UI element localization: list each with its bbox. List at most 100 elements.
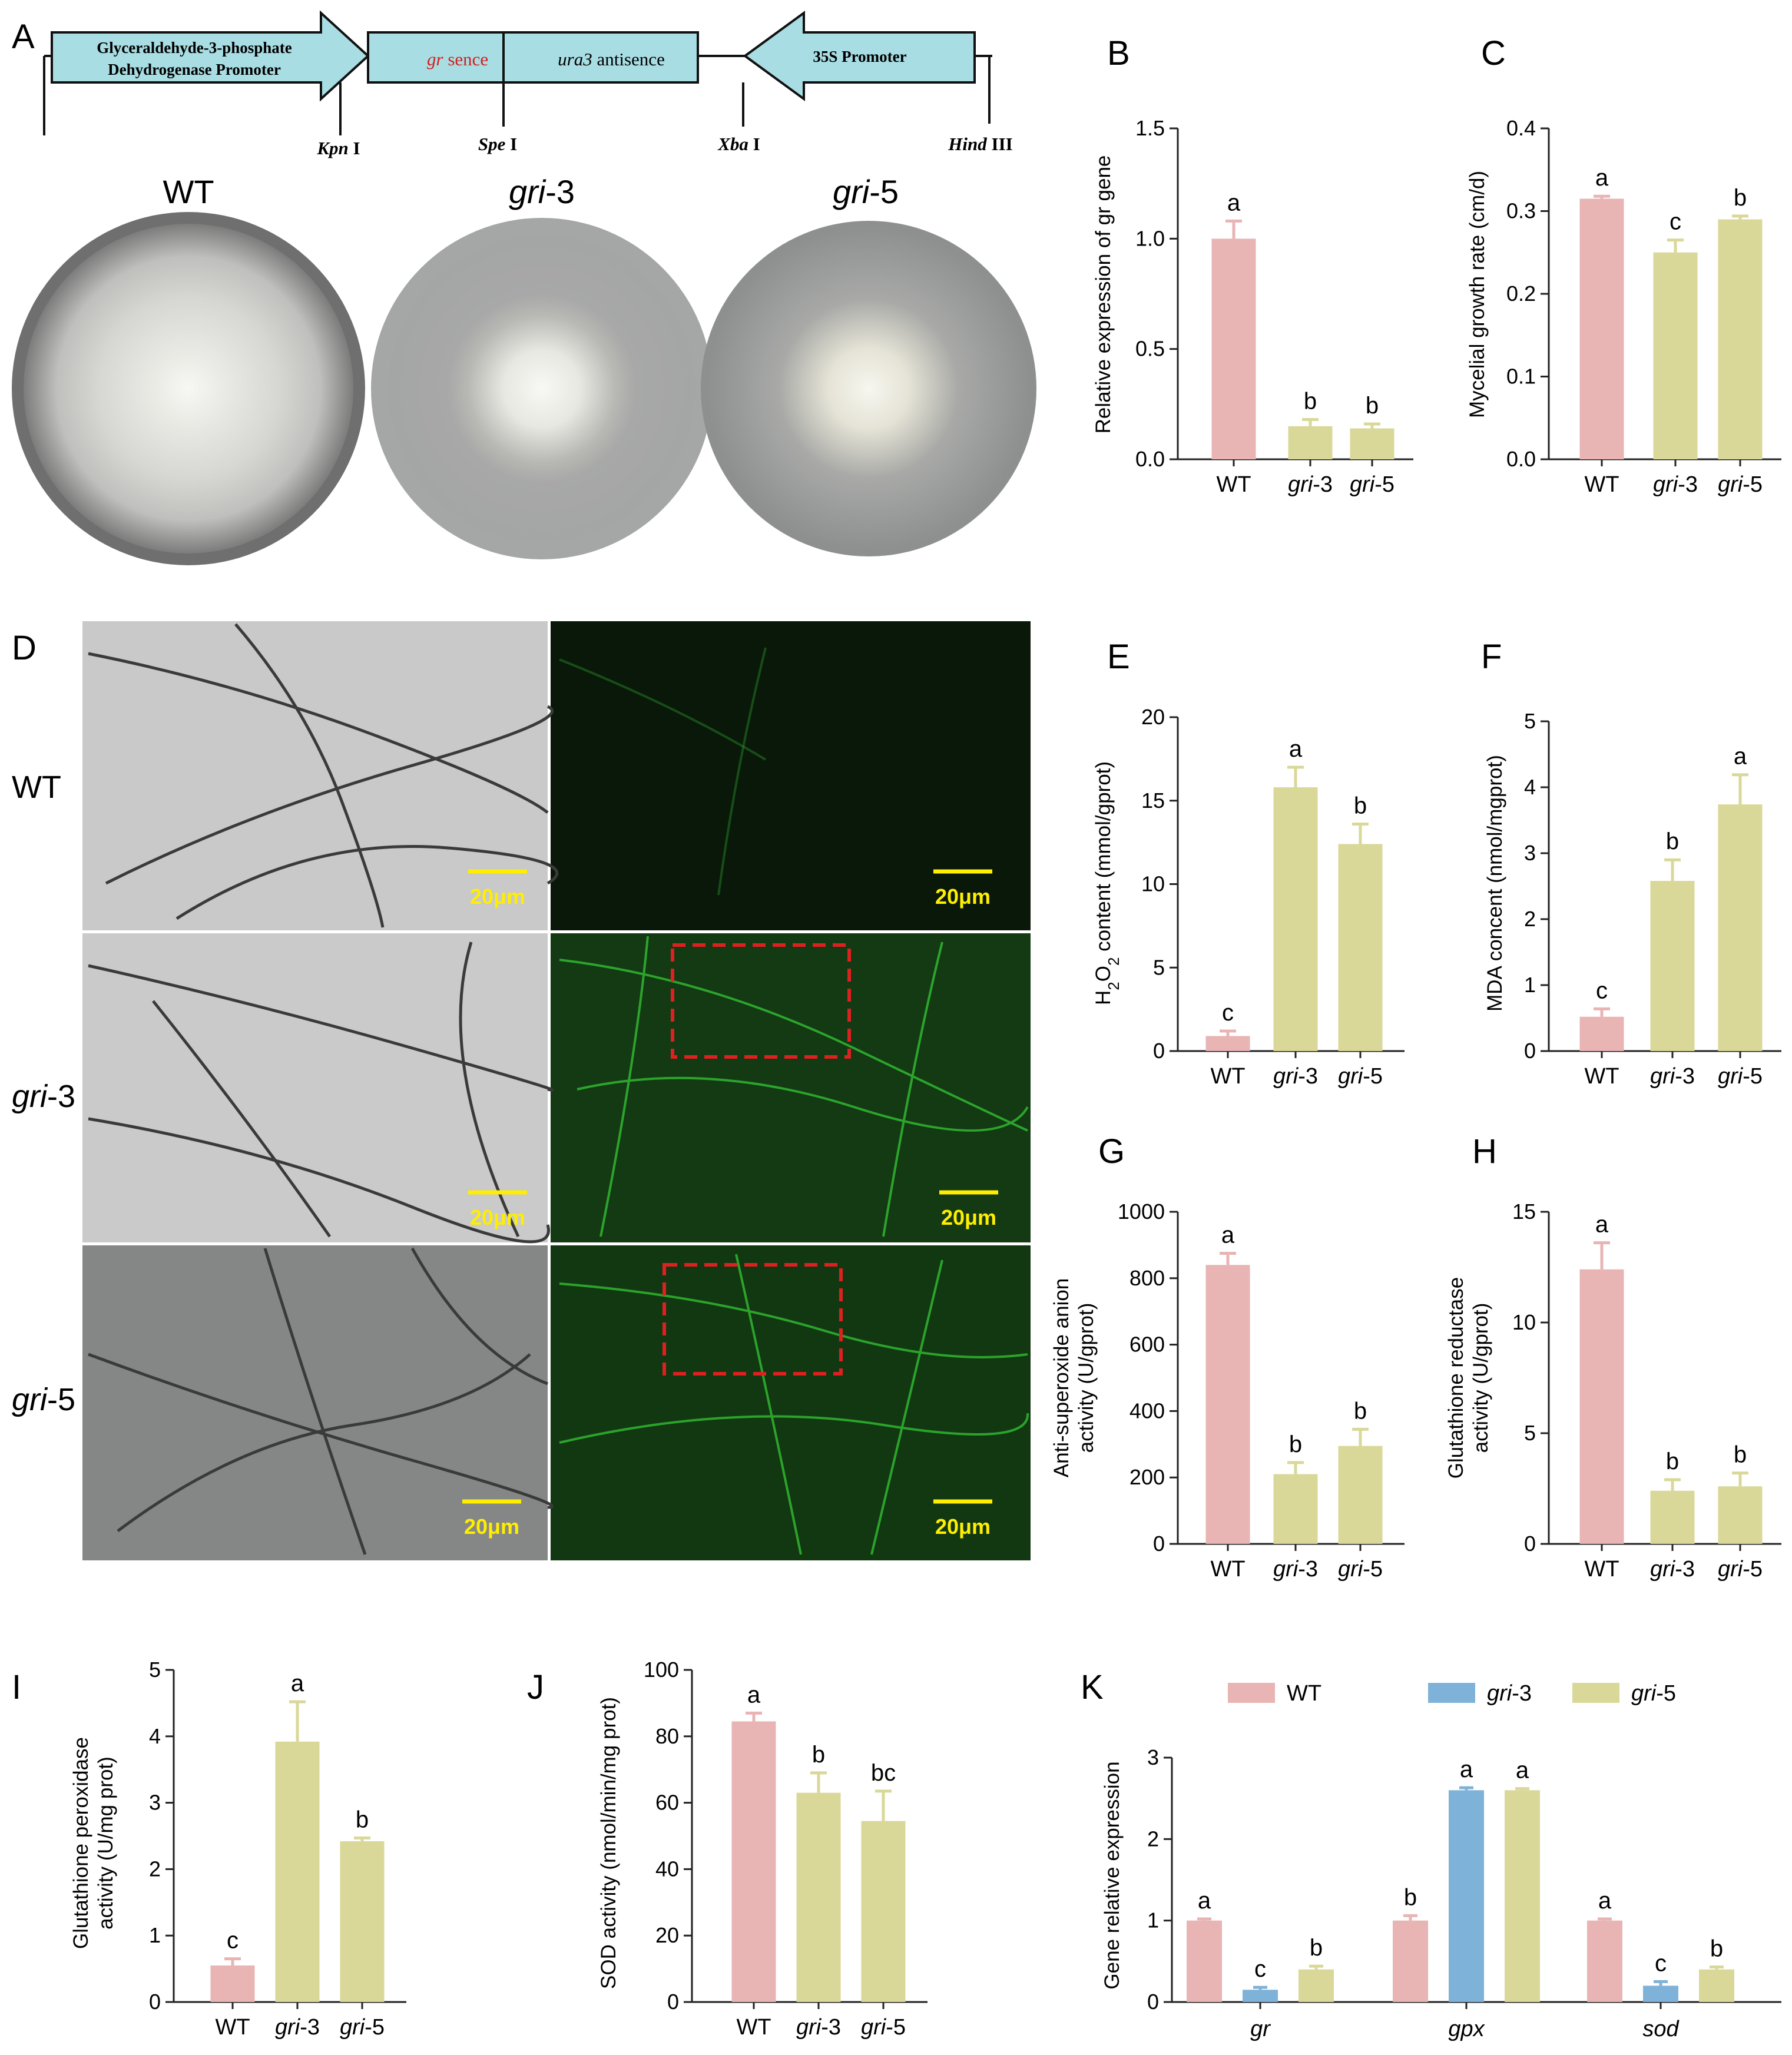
bar-gri-5 (1718, 804, 1763, 1051)
x-tick-label: gri-3 (1273, 1064, 1318, 1089)
significance-letter: c (1596, 977, 1608, 1003)
y-axis-label-group: MDA concent (nmol/mgprot) (1483, 755, 1506, 1012)
x-tick-label: gri-5 (340, 2015, 385, 2040)
x-tick-label: gri-3 (1650, 1557, 1695, 1582)
promoter-35s-label: 35S Promoter (813, 48, 906, 65)
x-tick-label-suffix: -5 (886, 2015, 906, 2040)
bar-gri-5 (1338, 1446, 1383, 1544)
x-tick-label-italic: gri (1650, 1064, 1676, 1089)
y-tick-label: 2 (1147, 1827, 1159, 1851)
hypha (263, 1248, 367, 1555)
site-hind: Hind III (948, 134, 1012, 154)
y-tick-label: 15 (1141, 788, 1165, 813)
significance-letter: b (1304, 389, 1317, 415)
y-tick-label: 1.5 (1135, 116, 1165, 140)
y-tick-label: 0.2 (1506, 281, 1536, 306)
significance-letter: c (1655, 1950, 1667, 1976)
row-label-gri5-roman: -5 (47, 1382, 75, 1417)
significance-letter: a (1595, 1212, 1609, 1238)
significance-letter: a (291, 1670, 304, 1696)
significance-letter: b (1666, 1449, 1679, 1474)
x-tick-label-suffix: -3 (300, 2015, 320, 2040)
panel-label: C (1481, 34, 1506, 72)
x-tick-label-suffix: -3 (1298, 1557, 1318, 1582)
hypha (234, 623, 385, 928)
x-tick-label-suffix: -5 (1743, 472, 1763, 497)
y-tick-label: 10 (1512, 1310, 1536, 1334)
plate-wt (24, 224, 353, 553)
x-tick-label-italic: gri (1718, 472, 1744, 497)
bar-WT (1205, 1036, 1250, 1051)
bar-gri-3 (1653, 252, 1698, 459)
legend-label-italic: gri (1631, 1681, 1657, 1706)
significance-letter: b (1289, 1431, 1302, 1457)
bar-gri-5 (340, 1841, 385, 2002)
bar-gri-5 (1718, 219, 1763, 459)
x-tick-label: gri-5 (1338, 1064, 1383, 1089)
panel-label-d: D (12, 629, 37, 667)
row-label-wt: WT (12, 770, 61, 805)
y-tick-label: 4 (1524, 775, 1536, 799)
y-axis-label: SOD activity (nmol/min/mg prot) (597, 1697, 620, 1989)
y-tick-label: 3 (1147, 1745, 1159, 1769)
bar-WT (731, 1721, 776, 2002)
bar-gpx-gri-5 (1505, 1790, 1540, 2002)
significance-letter: b (1354, 1398, 1367, 1424)
x-tick-label: WT (215, 2015, 250, 2040)
y-axis-label: Relative expression of gr gene (1092, 155, 1115, 434)
legend-label: WT (1287, 1681, 1321, 1706)
scale-bar-label: 20μm (464, 1514, 519, 1539)
x-tick-label: WT (1216, 472, 1251, 497)
chart-j: J 0 20 40 60 80 100 SOD activity (nmol/min/mg p… (527, 1658, 928, 2040)
x-tick-label: WT (1210, 1557, 1245, 1582)
x-tick-label: WT (1210, 1064, 1245, 1089)
x-tick-label: sod (1642, 2017, 1680, 2041)
y-tick-label: 5 (1524, 1421, 1536, 1445)
bar-WT (1579, 1016, 1624, 1051)
y-tick-label: 0.5 (1135, 337, 1165, 361)
x-tick-label-italic: gri (1273, 1064, 1299, 1089)
y-tick-label: 0 (1524, 1532, 1536, 1556)
row-label-wt-roman: WT (12, 770, 61, 805)
bar-gri-3 (1273, 1474, 1318, 1544)
x-tick-label: gri-5 (1718, 1557, 1763, 1582)
panel-a: A Glyceraldehyde-3-phosphate Dehydrogena… (12, 10, 1036, 565)
y-axis-label: Glutathione peroxidase (69, 1737, 92, 1949)
scale-bar-label: 20μm (935, 884, 991, 909)
significance-letter: b (1354, 793, 1367, 818)
hypha-fluor (559, 1282, 1028, 1358)
chart-b: B 0.0 0.5 1.0 1.5 Relative expression of gr g… (1092, 34, 1413, 497)
bar-gr-WT (1187, 1920, 1222, 2002)
x-tick-label: gri-3 (1273, 1557, 1318, 1582)
x-tick-label-suffix: -5 (1743, 1557, 1763, 1582)
x-tick-label: WT (736, 2015, 771, 2040)
site-spe-italic: Spe (478, 134, 506, 154)
y-tick-label: 20 (1141, 705, 1165, 729)
site-spe: Spe I (478, 134, 517, 154)
x-tick-label-suffix: -3 (1313, 472, 1333, 497)
panel-label: E (1107, 638, 1130, 676)
x-tick-label-italic: gri (1718, 1064, 1744, 1089)
y-tick-label: 0 (1153, 1039, 1165, 1063)
x-tick-label-italic: gri (1273, 1557, 1299, 1582)
significance-letter: a (1198, 1888, 1211, 1914)
y-tick-label: 0 (1153, 1532, 1165, 1556)
site-hind-italic: Hind (948, 134, 987, 154)
roi-box-gri3 (671, 943, 851, 1059)
hypha (88, 1117, 550, 1244)
site-kpn-italic: Kpn (316, 138, 348, 158)
x-tick-label: WT (1584, 472, 1619, 497)
significance-letter: b (812, 1742, 825, 1768)
y-axis-label: Mycelial growth rate (cm/d) (1466, 171, 1489, 418)
bar-gri-3 (1288, 426, 1333, 459)
row-label-gri3-roman: -3 (47, 1079, 75, 1114)
panel-label: B (1107, 34, 1130, 72)
plate-photos: WT gri-3 gri-5 (12, 173, 1036, 565)
y-axis-label-group: Relative expression of gr gene (1092, 155, 1115, 434)
x-tick-label: gri-3 (796, 2015, 841, 2040)
x-tick-label: gri-5 (1718, 1064, 1763, 1089)
scale-bar-label: 20μm (470, 884, 525, 909)
row-label-gri5-italic: gri (12, 1382, 48, 1417)
